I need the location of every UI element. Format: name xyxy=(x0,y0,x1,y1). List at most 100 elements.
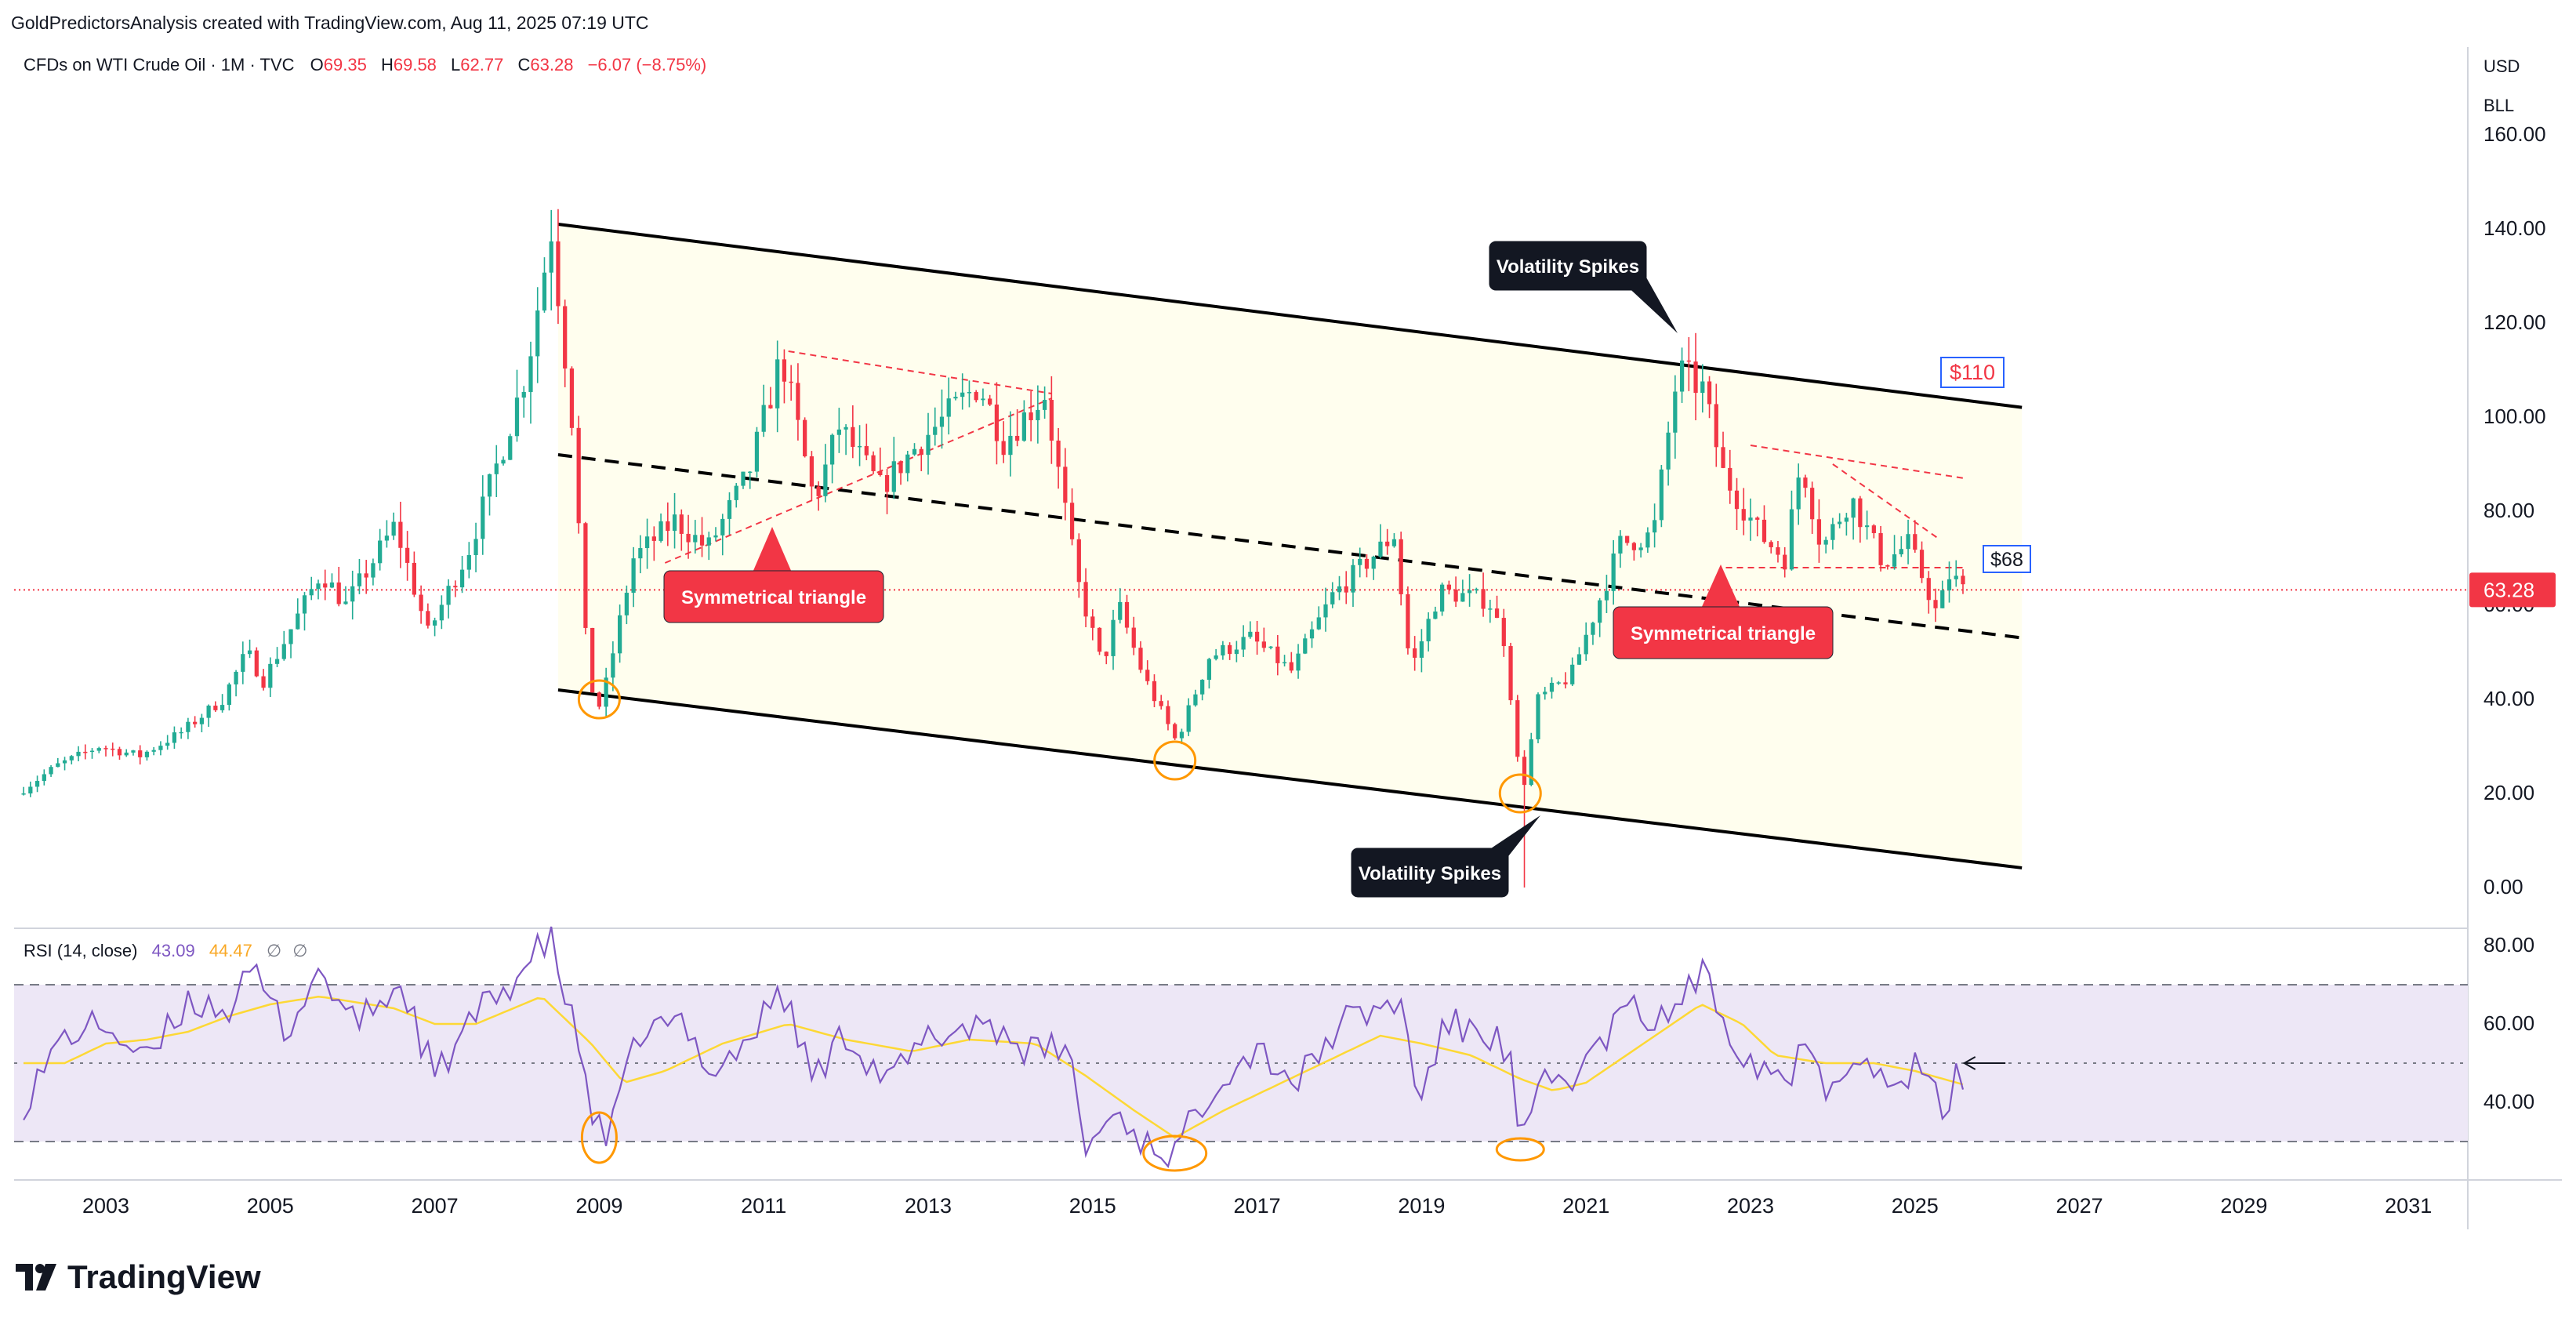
candle-body xyxy=(1913,534,1917,550)
low-label: L xyxy=(451,55,461,74)
candle-body xyxy=(761,405,766,432)
candle-body xyxy=(364,573,368,578)
candle-body xyxy=(1330,592,1335,604)
candle-body xyxy=(1604,590,1609,601)
candle-body xyxy=(1734,490,1740,510)
candle-body xyxy=(734,485,738,500)
candle-body xyxy=(1645,532,1650,548)
candle-body xyxy=(1145,670,1150,681)
candle-body xyxy=(1961,575,1965,585)
candle-body xyxy=(1611,554,1616,591)
symbol-title[interactable]: CFDs on WTI Crude Oil · 1M · TVC xyxy=(24,55,295,74)
candle-body xyxy=(514,398,520,437)
level-68-text: $68 xyxy=(1990,549,2023,571)
channel-bottom-line xyxy=(557,688,2023,869)
candle-body xyxy=(302,595,307,614)
candle-body xyxy=(316,583,321,590)
candle-body xyxy=(898,461,903,474)
candle-body xyxy=(432,620,437,626)
tradingview-logo[interactable]: TradingView xyxy=(16,1258,261,1297)
candle-body xyxy=(1076,539,1081,583)
rsi-layer xyxy=(14,926,2468,1172)
candle-body xyxy=(659,521,663,541)
candle-body xyxy=(296,613,300,630)
symmetrical-triangle-callout-1: Symmetrical triangle xyxy=(663,527,884,623)
candle-body xyxy=(1810,488,1815,520)
candle-body xyxy=(1433,611,1438,619)
candle-body xyxy=(1823,539,1828,545)
candle-body xyxy=(179,731,183,734)
candle-body xyxy=(1097,627,1102,652)
candle-body xyxy=(1261,641,1266,648)
candle-body xyxy=(206,706,211,718)
candle-body xyxy=(439,604,444,621)
candle-body xyxy=(268,663,273,688)
candle-body xyxy=(1118,601,1123,620)
candle-body xyxy=(953,397,958,399)
candle-body xyxy=(713,535,718,538)
candle-body xyxy=(1721,447,1725,468)
time-tick-label: 2007 xyxy=(412,1194,459,1218)
candle-body xyxy=(1036,409,1040,420)
candle-body xyxy=(1069,503,1075,539)
price-tick-label: 0.00 xyxy=(2483,875,2523,898)
candle-body xyxy=(946,398,951,417)
candle-body xyxy=(1152,681,1157,702)
level-68-box xyxy=(1983,545,2031,573)
candle-body xyxy=(323,583,328,588)
candle-body xyxy=(597,692,602,707)
candle-body xyxy=(398,521,403,548)
candle-body xyxy=(473,539,478,555)
candle-body xyxy=(1858,498,1863,528)
candle-body xyxy=(1494,608,1500,619)
candle-body xyxy=(1309,629,1315,639)
candle-body xyxy=(1885,564,1890,567)
candle-body xyxy=(521,391,526,398)
candle-body xyxy=(782,359,787,382)
candle-body xyxy=(288,629,293,644)
candle-body xyxy=(1892,554,1897,567)
volatility-spikes-callout-bottom: Volatility Spikes xyxy=(1351,815,1540,898)
candle-body xyxy=(1631,543,1637,550)
candle-body xyxy=(1501,618,1506,647)
candle-body xyxy=(1899,549,1903,555)
candle-body xyxy=(1728,467,1732,491)
candle-body xyxy=(1413,648,1417,658)
candle-body xyxy=(186,721,190,732)
candle-body xyxy=(1522,757,1527,786)
price-tick-label: 120.00 xyxy=(2483,310,2546,334)
time-tick-label: 2025 xyxy=(1892,1194,1939,1218)
time-tick-label: 2019 xyxy=(1398,1194,1445,1218)
candle-body xyxy=(1056,441,1061,467)
candle-body xyxy=(1591,623,1595,635)
candle-body xyxy=(1015,435,1020,441)
candle-body xyxy=(974,392,978,401)
candle-body xyxy=(158,746,163,750)
annotation-layer: Symmetrical triangle Symmetrical triangle… xyxy=(577,241,2031,898)
candle-body xyxy=(1871,525,1876,533)
candle-body xyxy=(1090,616,1095,628)
candle-body xyxy=(1323,604,1328,618)
candle-body xyxy=(124,752,129,756)
candle-body xyxy=(1838,521,1842,525)
candle-body xyxy=(1776,547,1780,555)
candle-body xyxy=(1755,517,1760,520)
candle-body xyxy=(857,445,862,448)
candle-body xyxy=(501,459,506,464)
triangle-2-upper-line xyxy=(1750,445,1965,479)
candle-body xyxy=(836,429,841,435)
candle-body xyxy=(34,781,40,787)
rsi-title[interactable]: RSI (14, close) xyxy=(24,941,138,960)
candle-body xyxy=(994,405,1000,441)
candle-body xyxy=(1399,539,1403,594)
candle-body xyxy=(274,659,280,664)
symmetrical-triangle-callout-2-text: Symmetrical triangle xyxy=(1631,623,1816,644)
currency-label[interactable]: USD xyxy=(2483,56,2520,76)
unit-label[interactable]: BLL xyxy=(2483,96,2515,115)
candle-body xyxy=(1221,644,1225,656)
candle-body xyxy=(1385,541,1390,546)
candle-body xyxy=(829,434,835,465)
candle-body xyxy=(556,241,561,307)
candle-body xyxy=(234,671,238,684)
